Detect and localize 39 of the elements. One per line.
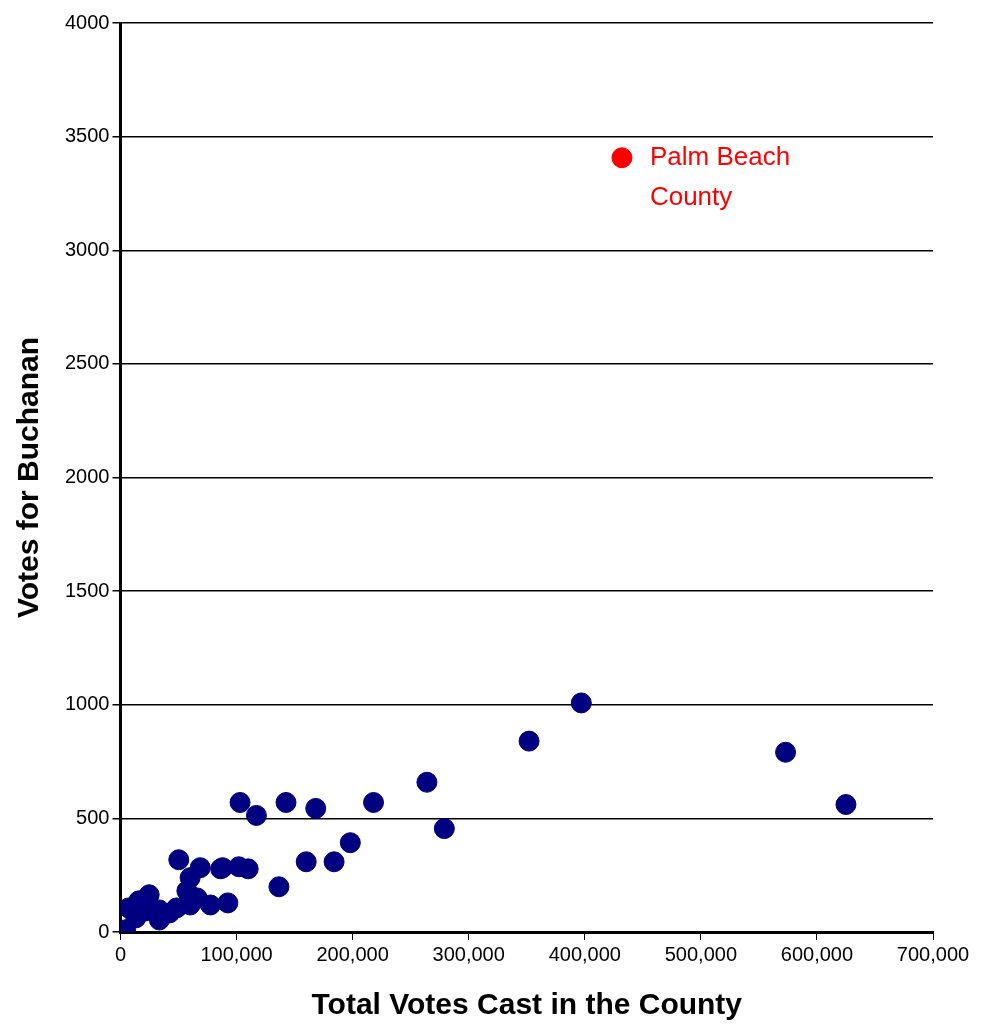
y-tick-label: 2500 bbox=[64, 351, 110, 374]
point bbox=[323, 851, 345, 873]
point bbox=[339, 832, 361, 854]
y-tick-label: 3000 bbox=[64, 237, 110, 260]
x-tick-label: 500,000 bbox=[664, 942, 737, 965]
y-tick-label: 1500 bbox=[64, 578, 110, 601]
point bbox=[275, 791, 297, 813]
y-tick-label: 3500 bbox=[64, 124, 110, 147]
point bbox=[268, 876, 290, 898]
point bbox=[168, 849, 190, 871]
annotation: Palm Beach County bbox=[649, 140, 791, 211]
x-tick-label: 100,000 bbox=[200, 942, 273, 965]
y-tick-label: 500 bbox=[76, 805, 110, 828]
point bbox=[245, 804, 267, 826]
x-tick-label: 200,000 bbox=[316, 942, 389, 965]
point bbox=[775, 741, 797, 763]
x-tick-label: 300,000 bbox=[432, 942, 505, 965]
point bbox=[363, 791, 385, 813]
point bbox=[611, 147, 633, 169]
point bbox=[217, 892, 239, 914]
y-tick-label: 0 bbox=[98, 919, 110, 942]
x-tick-label: 600,000 bbox=[780, 942, 854, 965]
x-axis-title: Total Votes Cast in the County bbox=[311, 987, 743, 1021]
point bbox=[305, 797, 327, 819]
point bbox=[229, 791, 251, 813]
point bbox=[570, 692, 592, 714]
y-tick-label: 4000 bbox=[64, 10, 110, 33]
point bbox=[295, 851, 317, 873]
point bbox=[835, 794, 857, 816]
y-axis-title: Votes for Buchanan bbox=[11, 336, 45, 619]
x-tick-label: 400,000 bbox=[548, 942, 621, 965]
x-tick-label: 700,000 bbox=[896, 942, 970, 965]
y-tick-label: 2000 bbox=[64, 465, 110, 488]
y-tick-label: 1000 bbox=[64, 692, 110, 715]
point bbox=[518, 730, 540, 752]
point bbox=[199, 894, 221, 916]
point bbox=[416, 771, 438, 793]
point bbox=[433, 818, 455, 840]
x-tick-label: 0 bbox=[114, 942, 127, 965]
